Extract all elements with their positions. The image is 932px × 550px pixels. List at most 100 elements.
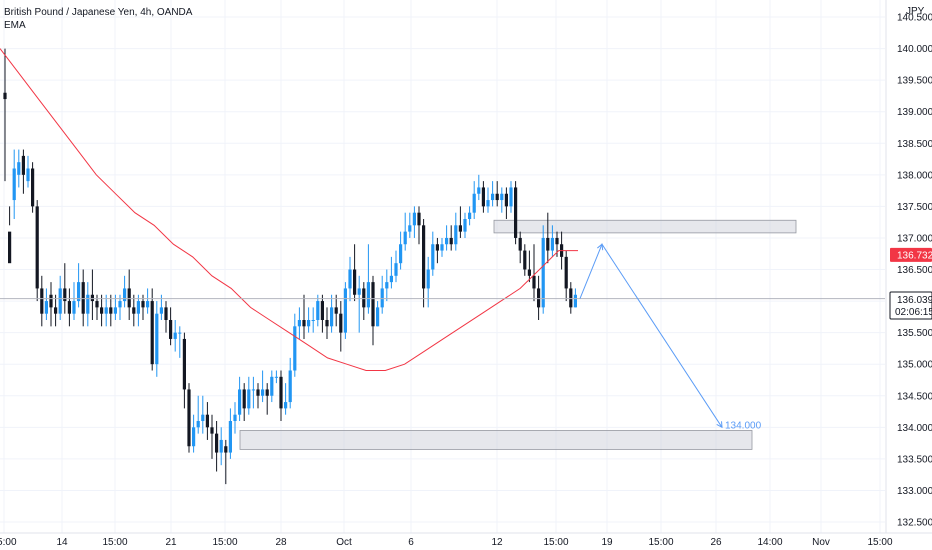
candle-body xyxy=(477,187,481,194)
candle-down xyxy=(169,307,173,346)
candle-body xyxy=(146,301,150,308)
candle-body xyxy=(159,307,163,314)
candle-up xyxy=(343,282,347,339)
candle-body xyxy=(422,225,426,289)
time-axis[interactable]: 15:00 14 15:00 21 15:00 28 Oct 6 12 15:00 19 15:00 2… xyxy=(0,537,893,548)
candle-down xyxy=(302,294,306,339)
candle-down xyxy=(449,225,453,251)
candle-down xyxy=(422,219,426,308)
candle-up xyxy=(12,149,16,219)
candle-up xyxy=(228,408,232,459)
candle-body xyxy=(31,168,35,207)
time-tick-label: Oct xyxy=(336,537,352,548)
candle-body xyxy=(435,244,439,251)
candle-up xyxy=(196,395,200,434)
projection-arrow[interactable] xyxy=(579,243,723,429)
projection-path[interactable] xyxy=(579,243,723,428)
candle-body xyxy=(284,402,288,409)
candle-body xyxy=(26,168,30,182)
candle-body xyxy=(100,307,104,314)
candle-up xyxy=(500,187,504,213)
candle-up xyxy=(219,427,223,466)
candle-body xyxy=(417,212,421,226)
price-tick-label: 138.000 xyxy=(897,170,932,181)
indicator-label[interactable]: EMA xyxy=(4,20,26,31)
candle-up xyxy=(288,357,292,409)
candle-body xyxy=(155,313,159,365)
candle-body xyxy=(104,307,108,314)
candle-body xyxy=(357,288,361,295)
candle-up xyxy=(509,181,513,213)
candle-body xyxy=(500,193,504,201)
candle-down xyxy=(187,383,191,453)
candle-body xyxy=(573,294,577,308)
candle-down xyxy=(325,307,329,339)
candle-up xyxy=(472,181,476,219)
candle-body xyxy=(90,294,94,302)
candle-body xyxy=(555,237,559,245)
candle-up xyxy=(426,256,430,308)
candle-body xyxy=(426,269,430,289)
candle-body xyxy=(136,301,140,314)
candle-down xyxy=(210,414,214,459)
candle-down xyxy=(35,200,39,302)
candle-body xyxy=(109,307,113,314)
time-tick-label: 21 xyxy=(165,537,177,548)
price-tick-label: 135.000 xyxy=(897,360,932,371)
price-tick-label: 134.000 xyxy=(897,423,932,434)
candle-up xyxy=(178,326,182,358)
candle-up xyxy=(293,313,297,377)
candle-body xyxy=(58,288,62,314)
candle-up xyxy=(440,237,444,257)
candle-body xyxy=(458,225,462,232)
candle-body xyxy=(8,231,12,264)
time-tick-label: 26 xyxy=(710,537,722,548)
candle-body xyxy=(279,376,283,409)
candle-body xyxy=(486,200,490,207)
candle-body xyxy=(371,282,375,327)
time-tick-label: 15:00 xyxy=(867,537,892,548)
candle-body xyxy=(399,244,403,264)
candle-down xyxy=(518,231,522,264)
last-price-badge: 136.039 02:06:15 xyxy=(889,291,932,320)
supply-demand-zones[interactable] xyxy=(239,219,797,450)
candle-body xyxy=(394,263,398,276)
candle-down xyxy=(242,383,246,421)
candle-body xyxy=(44,301,48,314)
price-zone[interactable] xyxy=(239,430,753,450)
candle-body xyxy=(261,389,265,396)
time-tick-label: 19 xyxy=(601,537,613,548)
candle-body xyxy=(141,301,145,308)
candle-body xyxy=(21,155,25,175)
candle-body xyxy=(293,326,297,371)
candle-down xyxy=(40,275,44,327)
candle-down xyxy=(3,48,7,182)
price-tick-label: 138.500 xyxy=(897,139,932,150)
candle-body xyxy=(468,212,472,219)
candle-up xyxy=(192,414,196,453)
candle-body xyxy=(95,301,99,308)
candle-up xyxy=(104,294,108,327)
candle-down xyxy=(21,149,25,194)
candle-up xyxy=(376,301,380,327)
time-tick-label: 15:00 xyxy=(212,537,237,548)
candle-body xyxy=(440,244,444,251)
candle-body xyxy=(192,427,196,447)
candle-up xyxy=(17,149,21,188)
candle-body xyxy=(205,414,209,428)
candle-down xyxy=(537,275,541,320)
time-tick-label: 6 xyxy=(408,537,414,548)
candle-body xyxy=(532,275,536,289)
candle-down xyxy=(532,244,536,302)
symbol-title[interactable]: British Pound / Japanese Yen, 4h, OANDA xyxy=(4,7,193,18)
price-axis[interactable]: JPY 140.500 140.000 139.500 139.000 138.500 1… xyxy=(897,6,932,529)
candle-up xyxy=(311,307,315,333)
candle-up xyxy=(541,225,545,314)
candle-body xyxy=(546,237,550,251)
time-tick-label: 15:00 xyxy=(0,537,17,548)
time-tick-label: 15:00 xyxy=(102,537,127,548)
candle-body xyxy=(504,193,508,207)
candle-body xyxy=(403,231,407,245)
price-zone[interactable] xyxy=(493,219,797,234)
